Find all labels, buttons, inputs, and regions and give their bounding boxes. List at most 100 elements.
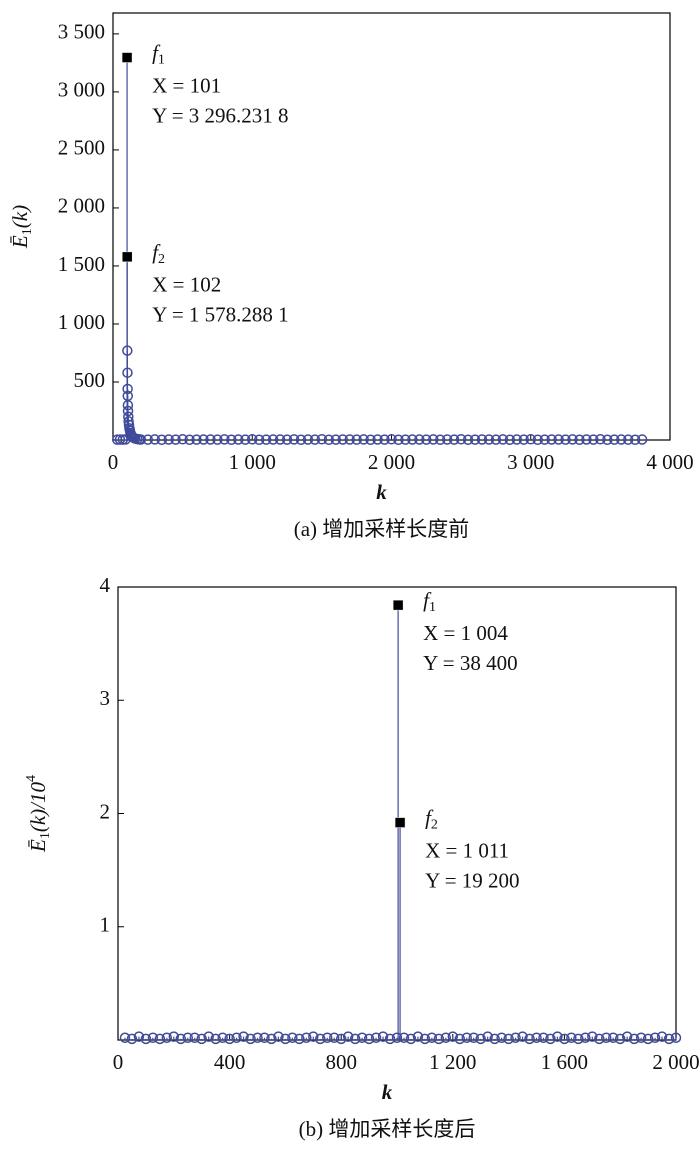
peak-name-main: f — [423, 588, 432, 612]
stem-marker — [175, 1033, 187, 1045]
stem-marker — [135, 434, 147, 445]
stem-marker — [602, 434, 613, 446]
stem-marker — [226, 434, 237, 446]
stem-marker — [476, 434, 488, 445]
peak-marker — [121, 251, 133, 263]
y-label-tail: (k) — [8, 205, 32, 228]
stem-marker — [259, 1032, 270, 1043]
stem-marker — [421, 434, 432, 445]
stem-marker — [426, 1032, 438, 1043]
y-tick-label: 1 500 — [58, 252, 105, 276]
y-tick-label: 2 500 — [58, 136, 105, 160]
plot-frame — [117, 586, 677, 1041]
stem-marker — [532, 434, 543, 446]
stem-marker — [462, 434, 474, 446]
stem-marker — [372, 434, 383, 445]
stem-marker — [581, 434, 592, 445]
stem-marker — [330, 434, 342, 445]
stem-marker — [119, 1032, 131, 1043]
peak-name: f1 — [152, 40, 165, 67]
peak-name-main: f — [425, 805, 434, 829]
stem-marker — [210, 1033, 221, 1045]
stem-marker — [441, 434, 453, 445]
stem-marker — [552, 1031, 563, 1042]
stem-marker — [203, 1031, 214, 1042]
stem-marker — [126, 1033, 138, 1045]
y-tick-label: 4 — [100, 573, 111, 597]
y-tick-label: 3 — [100, 686, 111, 710]
y-label-sup: 4 — [24, 775, 39, 782]
x-tick-label: 3 000 — [507, 450, 554, 474]
y-tick-label: 1 — [100, 913, 111, 937]
y-label-sub: 1 — [38, 832, 53, 839]
stem-marker — [156, 434, 167, 446]
y-tick-label: 500 — [74, 368, 106, 392]
stem-marker — [663, 1033, 675, 1045]
stem-marker — [448, 434, 460, 445]
y-tick-label: 3 500 — [58, 20, 105, 44]
stem-marker — [191, 434, 202, 445]
y-axis-label: Ē1(k)/104 — [24, 775, 53, 853]
stem-marker — [274, 434, 286, 445]
stem-marker — [393, 434, 404, 446]
stem-marker — [240, 434, 251, 445]
stem-marker — [622, 434, 634, 445]
stem-marker — [419, 1033, 431, 1045]
stem-marker — [288, 434, 300, 445]
stem-marker — [219, 434, 230, 445]
stem-marker — [609, 434, 620, 445]
stem-marker — [245, 1033, 256, 1045]
stem-marker — [649, 1032, 661, 1043]
peak-name-sub: 1 — [429, 600, 436, 615]
y-label-sub: 1 — [20, 228, 35, 235]
stem-marker — [147, 1032, 159, 1043]
x-tick-label: 2 000 — [368, 450, 415, 474]
stem-marker — [233, 434, 244, 445]
peak-name: f2 — [152, 240, 165, 267]
stem-marker — [433, 1033, 445, 1045]
stem-marker — [614, 1033, 626, 1045]
stem-marker — [322, 1032, 333, 1043]
peak-annotation: Y = 1 578.288 1 — [152, 303, 288, 327]
stem-marker — [217, 1032, 228, 1043]
stem-marker — [553, 434, 564, 445]
stem-marker — [142, 434, 154, 445]
peak-name: f1 — [423, 588, 436, 615]
stem-marker — [656, 1031, 668, 1042]
stem-marker — [560, 434, 571, 445]
stem-marker — [344, 434, 355, 445]
x-tick-label: 1 600 — [541, 1050, 588, 1074]
stem-marker — [391, 1032, 403, 1043]
stem-marker — [573, 1033, 584, 1045]
peak-name-main: f — [152, 240, 161, 264]
stem-marker — [412, 1031, 424, 1042]
stem-marker — [490, 434, 502, 445]
stem-marker — [281, 434, 293, 445]
stem-marker — [168, 1031, 180, 1042]
stem-marker — [247, 434, 258, 445]
x-tick-label: 800 — [325, 1050, 357, 1074]
stem-marker — [184, 434, 195, 446]
stem-marker — [469, 434, 481, 445]
stem-marker — [580, 1032, 591, 1043]
stem-marker — [440, 1032, 452, 1043]
stem-marker — [518, 434, 530, 445]
stem-marker — [252, 1032, 263, 1043]
x-tick-label: 0 — [113, 1050, 124, 1074]
stem-marker — [489, 1033, 500, 1045]
stem-marker — [628, 1033, 640, 1045]
y-tick-label: 1 000 — [58, 310, 105, 334]
stem-marker — [349, 1033, 361, 1045]
stem-marker — [635, 1032, 647, 1043]
stem-marker — [400, 434, 411, 445]
stem-marker — [601, 1032, 612, 1043]
x-tick-label: 1 000 — [229, 450, 276, 474]
stem-marker — [384, 1033, 396, 1045]
stem-marker — [122, 399, 134, 411]
stem-marker — [365, 434, 376, 446]
stem-marker — [559, 1033, 570, 1045]
peak-annotation: X = 101 — [152, 73, 221, 97]
stem-marker — [379, 434, 390, 445]
peak-marker — [121, 52, 133, 63]
